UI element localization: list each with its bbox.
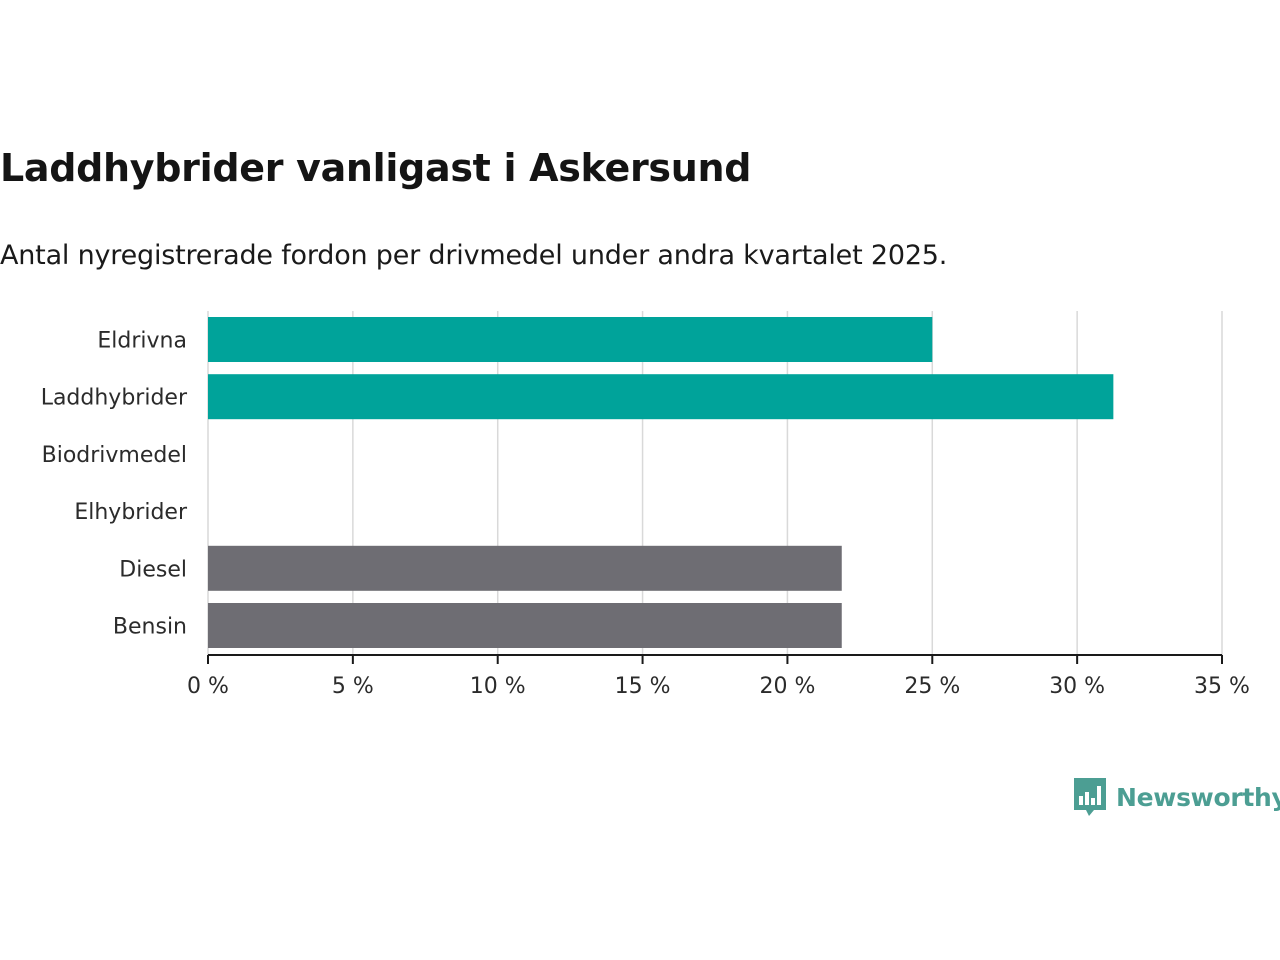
bar <box>208 603 842 648</box>
category-label: Eldrivna <box>97 329 187 354</box>
x-tick-label: 15 % <box>615 674 671 699</box>
x-tick-label: 0 % <box>187 674 229 699</box>
category-label: Bensin <box>113 615 187 640</box>
category-label: Elhybrider <box>74 500 188 525</box>
category-label: Laddhybrider <box>41 386 188 411</box>
x-axis: 0 % 5 % 10 % 15 % 20 % 25 % 30 % 35 % <box>187 654 1250 699</box>
newsworthy-logo: Newsworthy <box>1072 776 1280 818</box>
bar-chart-speech-bubble-icon <box>1074 778 1106 816</box>
x-tick-label: 5 % <box>332 674 374 699</box>
grid-lines <box>207 311 1223 655</box>
category-label: Diesel <box>119 557 187 582</box>
bar <box>208 374 1114 420</box>
x-tick-label: 10 % <box>470 674 526 699</box>
bar <box>208 545 842 591</box>
x-tick-label: 30 % <box>1049 674 1105 699</box>
chart-title: Laddhybrider vanligast i Askersund <box>0 146 752 190</box>
x-tick-label: 25 % <box>904 674 960 699</box>
x-tick-label: 20 % <box>759 674 815 699</box>
chart-subtitle: Antal nyregistrerade fordon per drivmede… <box>0 240 948 271</box>
category-labels: Eldrivna Laddhybrider Biodrivmedel Elhybrid… <box>41 329 188 640</box>
category-label: Biodrivmedel <box>42 443 187 468</box>
bars <box>208 317 1114 648</box>
brand-name: Newsworthy <box>1116 782 1280 812</box>
x-tick-label: 35 % <box>1194 674 1250 699</box>
bar <box>208 317 933 362</box>
